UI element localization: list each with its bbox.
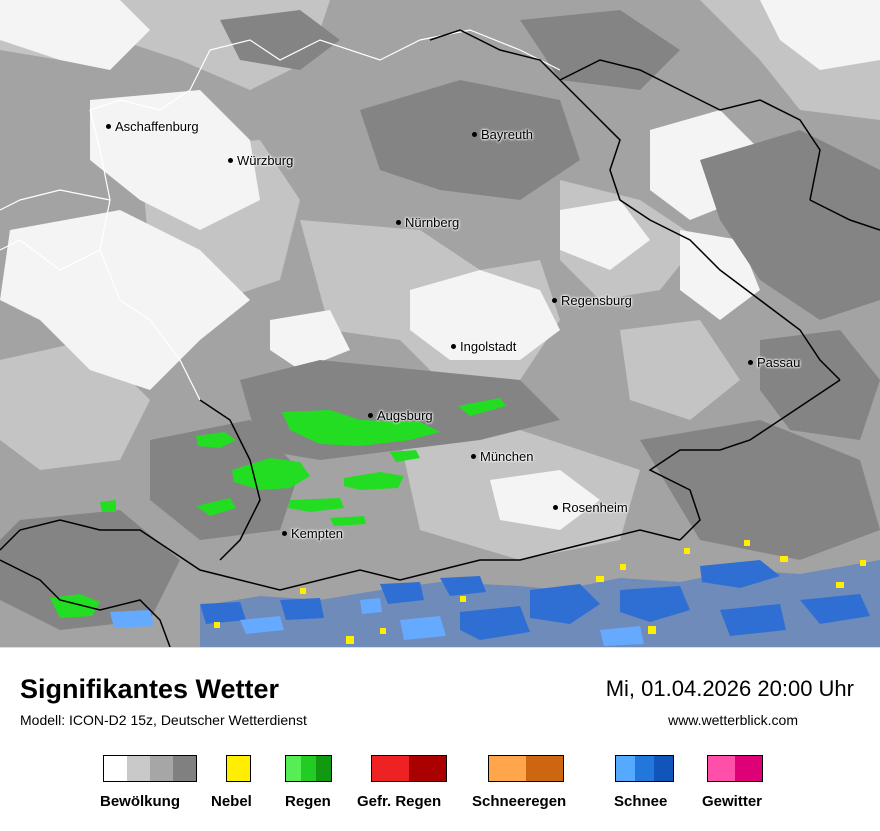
city-label: Bayreuth	[481, 127, 534, 142]
website-link[interactable]: www.wetterblick.com	[668, 712, 798, 728]
legend-label-regen: Regen	[285, 793, 331, 810]
legend-color-bar	[103, 755, 197, 782]
legend-color-bar	[488, 755, 564, 782]
city-label: Würzburg	[237, 153, 294, 168]
legend-swatches-regen	[285, 755, 332, 782]
legend-swatch	[409, 756, 446, 781]
city-label: Augsburg	[377, 408, 433, 423]
legend-swatch	[708, 756, 735, 781]
city-dot-icon	[472, 132, 477, 137]
city-wuerzburg: Würzburg	[228, 153, 293, 168]
city-label: Kempten	[291, 526, 344, 541]
legend-swatches-bewoelkung	[103, 755, 197, 782]
city-regensburg: Regensburg	[552, 293, 632, 308]
legend-color-bar	[285, 755, 332, 782]
footer-panel: Signifikantes Wetter Modell: ICON-D2 15z…	[0, 647, 880, 831]
city-nuernberg: Nürnberg	[396, 215, 459, 230]
legend-swatch	[173, 756, 196, 781]
legend-swatches-nebel	[226, 755, 251, 782]
forecast-datetime: Mi, 01.04.2026 20:00 Uhr	[605, 676, 854, 701]
legend-color-bar	[707, 755, 763, 782]
legend-color-bar	[371, 755, 447, 782]
city-label: Ingolstadt	[460, 339, 517, 354]
city-label: Rosenheim	[562, 500, 628, 515]
city-dot-icon	[368, 413, 373, 418]
legend-swatches-gefr-regen	[371, 755, 447, 782]
city-kempten: Kempten	[282, 526, 343, 541]
city-label: Aschaffenburg	[115, 119, 199, 134]
legend-label-gewitter: Gewitter	[702, 793, 763, 810]
city-dot-icon	[451, 344, 456, 349]
legend-color-bar	[226, 755, 251, 782]
city-augsburg: Augsburg	[368, 408, 433, 423]
legend-swatch	[735, 756, 762, 781]
city-aschaffenburg: Aschaffenburg	[106, 119, 199, 134]
city-label: Passau	[757, 355, 801, 370]
legend-swatch	[227, 756, 250, 781]
city-dot-icon	[552, 298, 557, 303]
city-dot-icon	[396, 220, 401, 225]
city-dot-icon	[553, 505, 558, 510]
map-title: Signifikantes Wetter	[20, 674, 280, 704]
weather-map: Aschaffenburg Bayreuth Würzburg Nürnberg…	[0, 0, 880, 647]
legend-swatch	[372, 756, 409, 781]
legend-color-bar	[615, 755, 674, 782]
city-ingolstadt: Ingolstadt	[451, 339, 516, 354]
legend-swatch	[301, 756, 316, 781]
city-dot-icon	[228, 158, 233, 163]
legend-label-schneeregen: Schneeregen	[472, 793, 567, 810]
city-label: Regensburg	[561, 293, 632, 308]
legend-swatch	[489, 756, 526, 781]
legend-swatch	[286, 756, 301, 781]
city-bayreuth: Bayreuth	[472, 127, 533, 142]
legend-label-schnee: Schnee	[614, 793, 668, 810]
legend-label-bewoelkung: Bewölkung	[100, 793, 181, 810]
legend-swatch	[654, 756, 673, 781]
city-rosenheim: Rosenheim	[553, 500, 628, 515]
legend-label-gefr-regen: Gefr. Regen	[357, 793, 442, 810]
city-label: München	[480, 449, 534, 464]
legend-swatch	[104, 756, 127, 781]
legend-swatch	[127, 756, 150, 781]
city-muenchen: München	[471, 449, 533, 464]
legend-swatch	[635, 756, 654, 781]
city-label: Nürnberg	[405, 215, 460, 230]
city-passau: Passau	[748, 355, 800, 370]
legend-swatches-gewitter	[707, 755, 763, 782]
legend-swatches-schnee	[615, 755, 674, 782]
legend-swatch	[150, 756, 173, 781]
legend-swatches-schneeregen	[488, 755, 564, 782]
model-subtitle: Modell: ICON-D2 15z, Deutscher Wetterdie…	[20, 712, 307, 728]
legend-swatch	[316, 756, 331, 781]
city-dot-icon	[106, 124, 111, 129]
city-dot-icon	[282, 531, 287, 536]
legend-swatch	[526, 756, 563, 781]
city-dot-icon	[471, 454, 476, 459]
weather-map-canvas	[0, 0, 880, 647]
city-dot-icon	[748, 360, 753, 365]
legend-label-nebel: Nebel	[211, 793, 252, 810]
legend-swatch	[616, 756, 635, 781]
